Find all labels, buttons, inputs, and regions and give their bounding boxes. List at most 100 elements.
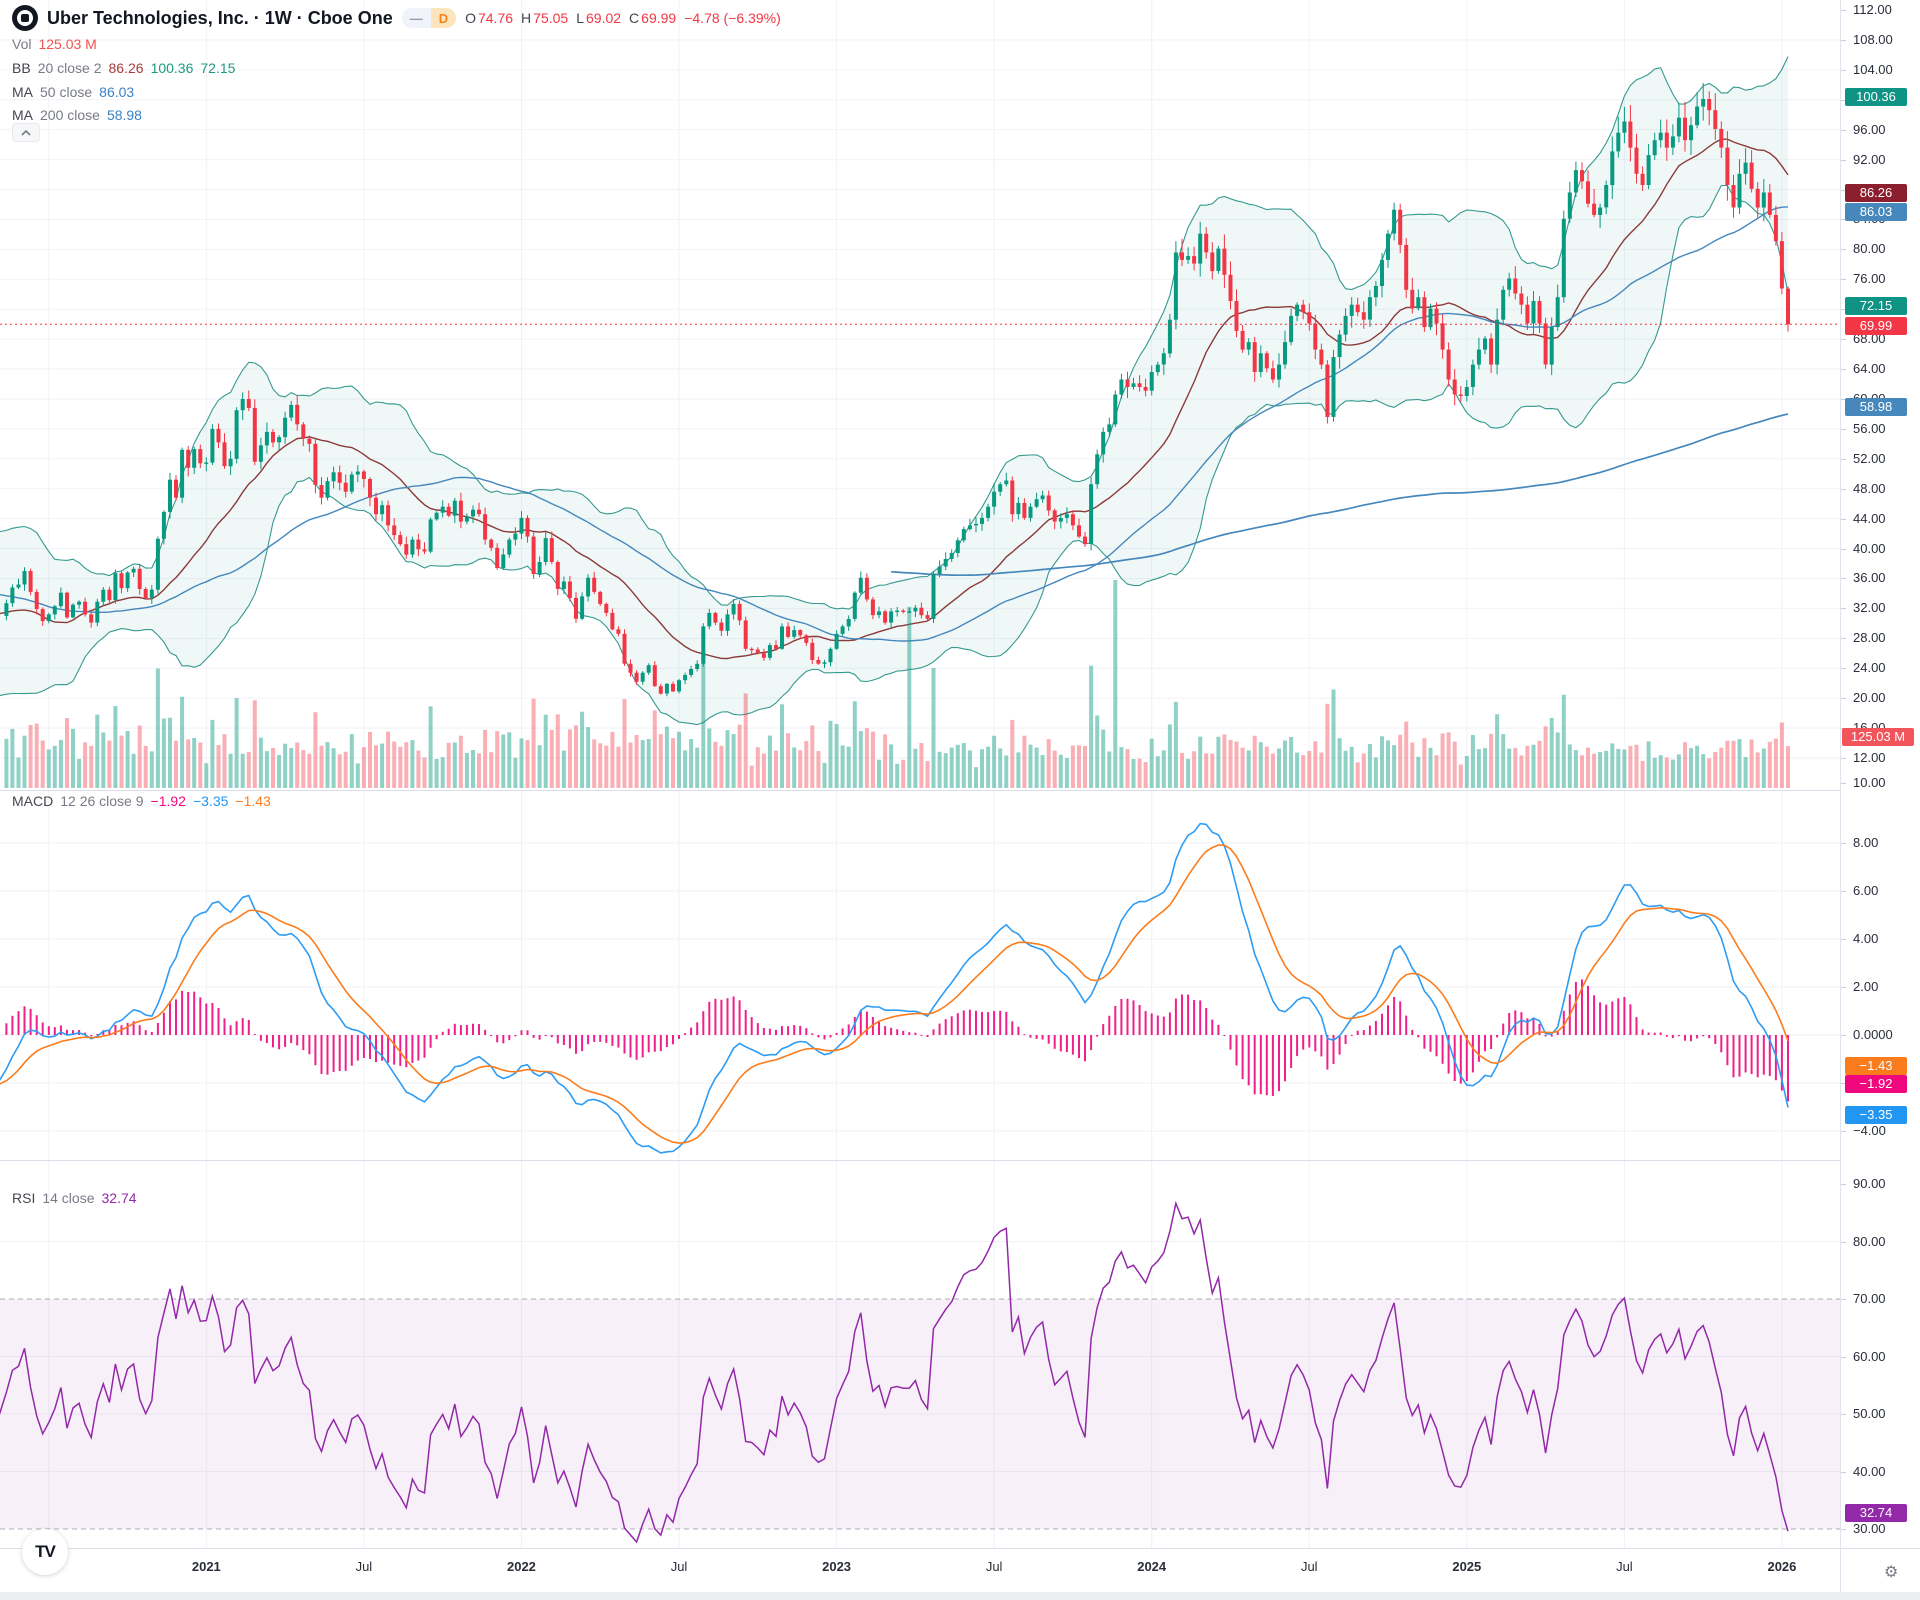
axis-tick-mark bbox=[1841, 309, 1846, 311]
high-value: 75.05 bbox=[533, 10, 569, 26]
ma200-value: 58.98 bbox=[106, 107, 142, 123]
chevron-up-icon bbox=[21, 129, 31, 136]
bb-upper-value: 100.36 bbox=[150, 60, 194, 76]
axis-tick-mark bbox=[1841, 488, 1846, 490]
axis-tick-mark bbox=[1841, 39, 1846, 41]
price-tick-label: 92.00 bbox=[1853, 151, 1886, 167]
volume-legend[interactable]: Vol 125.03 M bbox=[12, 36, 97, 52]
axis-tick-mark bbox=[1841, 698, 1846, 700]
time-tick-label: 2021 bbox=[191, 1559, 221, 1574]
axis-badge: 86.26 bbox=[1845, 183, 1907, 202]
axis-tick-mark bbox=[1841, 339, 1846, 341]
axis-tick-mark bbox=[1841, 668, 1846, 670]
axis-tick-mark bbox=[1841, 458, 1846, 460]
low-value: 69.02 bbox=[586, 10, 622, 26]
macd-legend[interactable]: MACD 12 26 close 9 −1.92 −3.35 −1.43 bbox=[12, 793, 271, 809]
axis-tick-mark bbox=[1841, 1083, 1846, 1084]
change-value: −4.78 (−6.39%) bbox=[684, 10, 781, 26]
tradingview-logo[interactable]: TV bbox=[22, 1529, 68, 1575]
pane-divider-main-macd[interactable] bbox=[0, 790, 1920, 791]
volume-value: 125.03 M bbox=[38, 36, 97, 52]
axis-tick-mark bbox=[1841, 219, 1846, 221]
axis-tick-mark bbox=[1841, 129, 1846, 131]
interval-letter: D bbox=[430, 8, 457, 28]
rsi-tick-label: 80.00 bbox=[1853, 1233, 1886, 1249]
ma50-value: 86.03 bbox=[99, 84, 135, 100]
price-tick-label: 56.00 bbox=[1853, 420, 1886, 436]
collapse-indicators-button[interactable] bbox=[12, 123, 40, 142]
uber-logo-icon bbox=[12, 5, 38, 31]
open-label: O bbox=[465, 10, 476, 26]
gear-icon[interactable]: ⚙ bbox=[1884, 1564, 1899, 1581]
time-tick-label: 2024 bbox=[1137, 1559, 1167, 1574]
interval-chip[interactable]: — D bbox=[401, 8, 457, 28]
bb-params: 20 close 2 bbox=[37, 60, 102, 76]
axis-badge: −3.35 bbox=[1845, 1106, 1907, 1125]
rsi-tick-label: 50.00 bbox=[1853, 1406, 1886, 1421]
time-tick-label: Jul bbox=[670, 1559, 688, 1574]
price-tick-label: 48.00 bbox=[1853, 480, 1886, 496]
bottom-scrollbar-strip bbox=[0, 1592, 1920, 1600]
macd-tick-label: 2.00 bbox=[1853, 979, 1879, 994]
macd-tick-label: −4.00 bbox=[1853, 1123, 1886, 1138]
axis-tick-mark bbox=[1841, 783, 1846, 784]
axis-badge: 86.03 bbox=[1845, 203, 1907, 222]
axis-tick-mark bbox=[1841, 608, 1846, 610]
axis-tick-mark bbox=[1841, 1414, 1846, 1415]
macd-line-value: −3.35 bbox=[192, 793, 229, 809]
axis-tick-mark bbox=[1841, 279, 1846, 281]
axis-tick-mark bbox=[1841, 99, 1846, 101]
axis-tick-mark bbox=[1841, 428, 1846, 430]
axis-tick-mark bbox=[1841, 939, 1846, 940]
price-tick-label: 52.00 bbox=[1853, 450, 1886, 466]
price-tick-label: 76.00 bbox=[1853, 271, 1886, 287]
price-axis[interactable]: 112.00108.00104.00100.0096.0092.0088.008… bbox=[1841, 0, 1920, 1548]
price-tick-label: 36.00 bbox=[1853, 570, 1886, 586]
axis-badge: −1.43 bbox=[1845, 1057, 1907, 1076]
ma50-legend[interactable]: MA 50 close 86.03 bbox=[12, 84, 134, 100]
axis-tick-mark bbox=[1841, 578, 1846, 580]
rsi-tick-label: 70.00 bbox=[1853, 1291, 1886, 1306]
macd-tick-label: 8.00 bbox=[1853, 835, 1879, 850]
price-tick-label: 112.00 bbox=[1853, 2, 1892, 17]
axis-tick-mark bbox=[1841, 987, 1846, 988]
rsi-tick-label: 90.00 bbox=[1853, 1176, 1886, 1191]
ma200-params: 200 close bbox=[40, 107, 100, 123]
axis-badge: 58.98 bbox=[1845, 397, 1907, 416]
symbol-header[interactable]: Uber Technologies, Inc. · 1W · Cboe One … bbox=[12, 5, 781, 31]
axis-tick-mark bbox=[1841, 398, 1846, 400]
price-axis-border bbox=[1840, 0, 1841, 1600]
dash-icon: — bbox=[401, 8, 431, 28]
axis-tick-mark bbox=[1841, 1356, 1846, 1358]
high-label: H bbox=[521, 10, 532, 26]
ma200-legend[interactable]: MA 200 close 58.98 bbox=[12, 107, 142, 123]
macd-label: MACD bbox=[12, 793, 54, 809]
time-tick-label: Jul bbox=[1300, 1559, 1318, 1574]
axis-tick-mark bbox=[1841, 69, 1846, 71]
price-tick-label: 108.00 bbox=[1853, 31, 1893, 47]
open-value: 74.76 bbox=[477, 10, 514, 26]
axis-badge: −1.92 bbox=[1845, 1075, 1907, 1094]
axis-tick-mark bbox=[1841, 1184, 1846, 1185]
time-tick-label: 2022 bbox=[506, 1559, 536, 1574]
time-tick-label: Jul bbox=[1616, 1559, 1633, 1574]
time-axis[interactable]: Jul2021Jul2022Jul2023Jul2024Jul2025Jul20… bbox=[0, 1549, 1840, 1593]
rsi-tick-label: 60.00 bbox=[1853, 1348, 1886, 1364]
rsi-label: RSI bbox=[12, 1190, 36, 1206]
ma50-label: MA bbox=[12, 84, 33, 100]
bb-legend[interactable]: BB 20 close 2 86.26 100.36 72.15 bbox=[12, 60, 235, 76]
price-tick-label: 24.00 bbox=[1853, 660, 1886, 676]
ma50-params: 50 close bbox=[40, 84, 93, 100]
time-tick-label: 2023 bbox=[822, 1559, 852, 1574]
rsi-params: 14 close bbox=[42, 1190, 95, 1206]
price-tick-label: 104.00 bbox=[1853, 61, 1893, 77]
axis-tick-mark bbox=[1841, 843, 1846, 844]
close-value: 69.99 bbox=[641, 10, 677, 26]
axis-tick-mark bbox=[1841, 159, 1846, 161]
macd-signal-value: −1.43 bbox=[235, 793, 271, 809]
price-tick-label: 12.00 bbox=[1853, 750, 1886, 765]
pane-divider-macd-rsi[interactable] bbox=[0, 1160, 1920, 1161]
axis-tick-mark bbox=[1841, 249, 1846, 251]
rsi-legend[interactable]: RSI 14 close 32.74 bbox=[12, 1190, 137, 1206]
